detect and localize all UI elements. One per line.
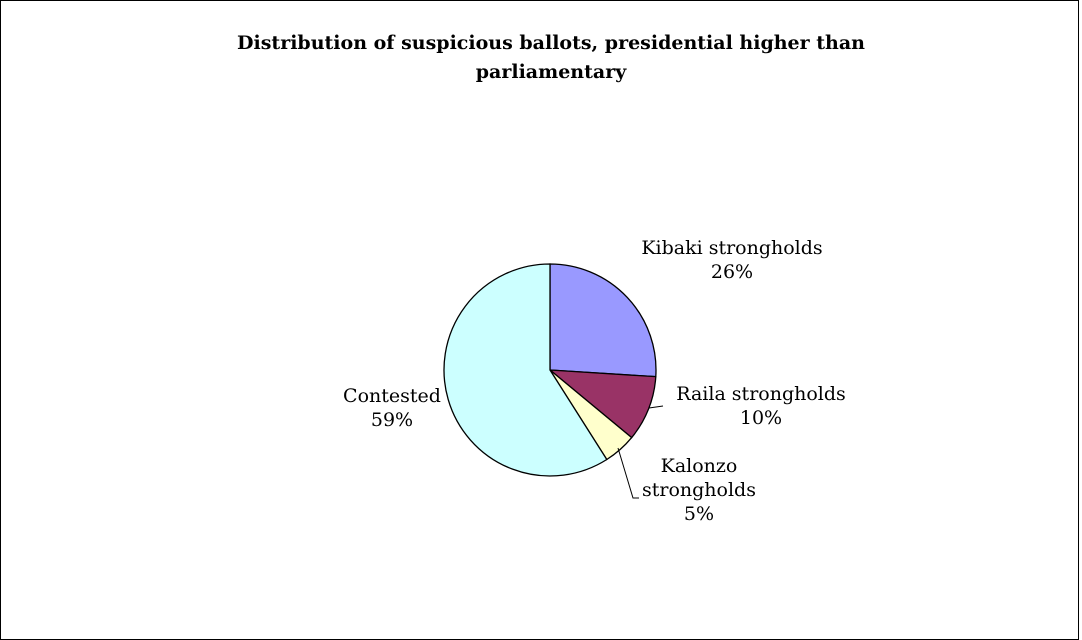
slice-label-contested-percent: 59% [371,409,413,431]
pie-slices [443,263,657,477]
chart-title-line-2: parliamentary [476,61,627,83]
slice-label-raila-strongholds-line-1: Raila strongholds [676,383,846,405]
slice-label-kibaki-strongholds-percent: 26% [711,261,753,283]
pie-slice-contested [443,263,608,477]
slice-label-kibaki-strongholds-line-1: Kibaki strongholds [641,237,822,259]
chart-title-line-1: Distribution of suspicious ballots, pres… [237,32,865,54]
leader-line-raila-strongholds [648,405,664,409]
slice-label-kalonzo-strongholds-line-2: strongholds [642,479,756,501]
slice-label-contested-line-1: Contested [343,385,441,407]
leader-line-kalonzo-strongholds [617,447,639,499]
slice-label-raila-strongholds-percent: 10% [740,407,782,429]
leader-lines [617,405,664,499]
slice-label-kalonzo-strongholds-percent: 5% [684,503,714,525]
pie-slice-kibaki-strongholds [549,263,657,378]
slice-label-kalonzo-strongholds-line-1: Kalonzo [661,455,738,477]
